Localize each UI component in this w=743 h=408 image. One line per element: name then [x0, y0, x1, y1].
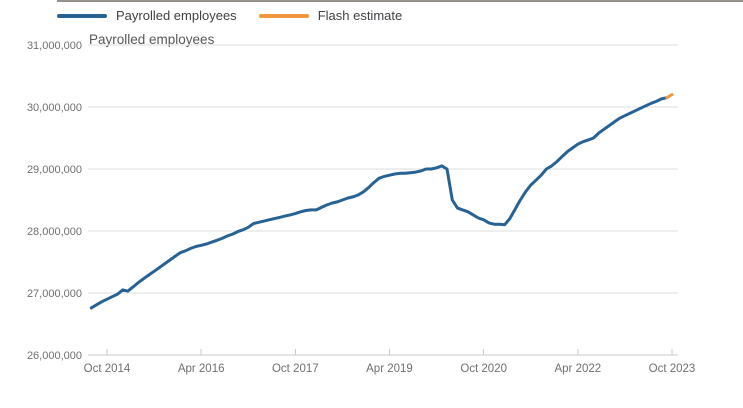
x-axis-label: Oct 2023	[649, 363, 696, 375]
y-axis-label: 28,000,000	[27, 226, 82, 238]
legend: Payrolled employees Flash estimate	[57, 8, 402, 23]
legend-label-payrolled-employees: Payrolled employees	[116, 8, 237, 23]
legend-label-flash-estimate: Flash estimate	[317, 8, 403, 23]
chart-title: Payrolled employees	[89, 32, 215, 47]
payrolled-employees-line	[89, 96, 669, 310]
payrolled-employees-swatch	[57, 13, 107, 18]
x-axis-label: Oct 2017	[272, 363, 319, 375]
x-axis-label: Oct 2020	[460, 363, 507, 375]
x-axis-label: Apr 2022	[554, 363, 601, 375]
legend-item-payrolled-employees[interactable]: Payrolled employees	[57, 8, 237, 23]
y-axis-label: 30,000,000	[27, 102, 82, 114]
y-axis-label: 27,000,000	[27, 288, 82, 300]
x-axis-label: Apr 2019	[366, 363, 413, 375]
cropped-header-edge	[57, 0, 743, 2]
flash-estimate-line	[665, 93, 674, 100]
legend-item-flash-estimate[interactable]: Flash estimate	[258, 8, 403, 23]
x-axis-label: Apr 2016	[178, 363, 225, 375]
y-axis-label: 31,000,000	[27, 40, 82, 52]
y-axis-label: 29,000,000	[27, 164, 82, 176]
flash-estimate-swatch	[258, 13, 309, 18]
y-axis-label: 26,000,000	[27, 350, 82, 362]
x-axis-label: Oct 2014	[84, 363, 131, 375]
